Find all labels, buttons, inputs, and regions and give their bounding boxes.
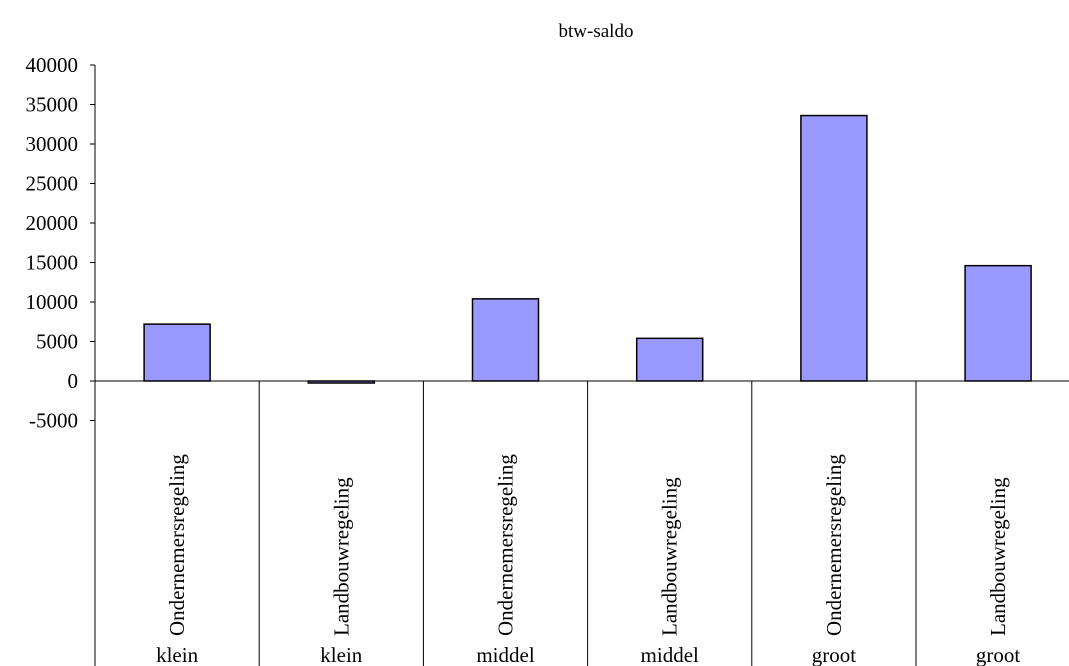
y-tick-label: 30000: [26, 132, 79, 156]
x-tick-label-outer: groot: [976, 643, 1020, 666]
x-tick-label-inner: Landbouwregeling: [658, 477, 682, 636]
x-tick-label-outer: middel: [641, 643, 699, 666]
y-axis: 40000 35000 30000 25000 20000 15000 10000 5000 0…: [26, 53, 96, 666]
bar: [143, 323, 211, 382]
y-tick-label: -5000: [29, 409, 78, 433]
y-tick-label: 15000: [26, 251, 79, 275]
y-tick-label: 10000: [26, 290, 79, 314]
x-tick-label-inner: Ondernemersregeling: [165, 454, 189, 636]
y-tick-label: 20000: [26, 211, 79, 235]
x-tick-label-inner: Ondernemersregeling: [494, 454, 518, 636]
x-axis: Ondernemersregeling klein Landbouwregeling…: [95, 380, 1069, 666]
chart-title: btw-saldo: [559, 21, 634, 42]
bar: [964, 264, 1032, 382]
bar: [635, 337, 704, 382]
bar: [471, 298, 540, 382]
y-tick-label: 0: [68, 369, 79, 393]
y-tick-label: 40000: [26, 53, 79, 77]
x-tick-label-outer: groot: [812, 643, 856, 666]
bars: [143, 114, 1032, 384]
y-tick-label: 35000: [26, 93, 79, 117]
y-tick-label: 25000: [26, 172, 79, 196]
x-tick-label-outer: middel: [476, 643, 534, 666]
x-tick-label-inner: Landbouwregeling: [986, 477, 1010, 636]
y-tick-label: 5000: [36, 330, 78, 354]
x-tick-label-inner: Ondernemersregeling: [822, 454, 846, 636]
x-tick-label-inner: Landbouwregeling: [329, 477, 353, 636]
bar: [800, 114, 868, 382]
x-tick-label-outer: klein: [156, 643, 198, 666]
x-tick-label-outer: klein: [320, 643, 362, 666]
